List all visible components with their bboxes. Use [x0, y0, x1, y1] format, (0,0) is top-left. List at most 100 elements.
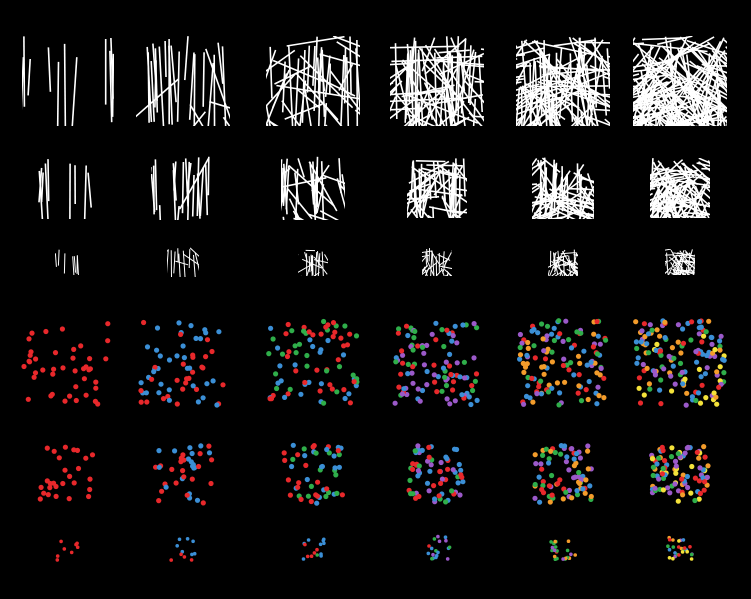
- texture-line: [390, 107, 416, 111]
- texture-line: [633, 83, 683, 105]
- texture-line: [522, 99, 528, 126]
- texture-dot: [684, 390, 690, 396]
- texture-line: [633, 65, 677, 73]
- texture-dot: [174, 353, 180, 359]
- texture-dot: [543, 446, 549, 452]
- texture-dot: [314, 493, 320, 499]
- texture-dot: [189, 558, 194, 562]
- texture-dot: [29, 330, 35, 336]
- texture-line: [536, 184, 569, 213]
- texture-dot: [295, 452, 301, 458]
- texture-line: [193, 54, 196, 126]
- texture-dot: [296, 341, 303, 347]
- texture-line: [659, 176, 685, 181]
- texture-dot: [703, 329, 709, 335]
- texture-line: [681, 258, 695, 263]
- texture-line: [450, 37, 475, 93]
- texture-dot: [658, 352, 664, 358]
- texture-line: [338, 63, 354, 91]
- texture-dot: [697, 465, 703, 471]
- texture-line: [430, 253, 433, 276]
- texture-dot: [286, 349, 292, 355]
- texture-line: [449, 162, 455, 217]
- texture-line: [573, 267, 578, 276]
- texture-dot: [105, 338, 111, 344]
- texture-dot: [393, 359, 399, 365]
- texture-dot: [563, 459, 569, 465]
- texture-line: [687, 61, 718, 126]
- texture-line: [441, 163, 446, 201]
- texture-dot: [576, 372, 582, 378]
- texture-dot: [192, 551, 197, 556]
- texture-dot: [421, 350, 427, 356]
- texture-dot: [443, 359, 449, 365]
- texture-dot: [660, 465, 666, 472]
- texture-dot: [688, 337, 694, 343]
- texture-dot: [285, 321, 291, 328]
- texture-line: [594, 108, 610, 112]
- texture-line: [71, 57, 78, 126]
- texture-line: [690, 168, 710, 184]
- dot-row-medium-panel-6: [649, 444, 711, 504]
- texture-line: [27, 58, 31, 96]
- texture-line: [390, 45, 460, 49]
- texture-line: [538, 94, 572, 126]
- texture-dot: [290, 442, 296, 448]
- texture-dot: [572, 474, 578, 480]
- texture-line: [553, 163, 558, 199]
- texture-line: [647, 101, 660, 126]
- texture-dot: [25, 396, 31, 402]
- texture-line: [299, 80, 307, 126]
- texture-dot: [185, 456, 191, 462]
- texture-dot: [689, 552, 694, 557]
- texture-line: [336, 41, 360, 58]
- texture-dot: [566, 337, 572, 343]
- texture-dot: [399, 391, 405, 397]
- texture-dot: [587, 483, 593, 489]
- texture-dot: [284, 353, 291, 360]
- texture-dot: [399, 348, 405, 354]
- texture-dot: [582, 490, 588, 496]
- texture-dot: [560, 338, 566, 344]
- texture-line: [531, 58, 535, 108]
- texture-dot: [410, 491, 416, 497]
- texture-line: [343, 47, 347, 104]
- texture-dot: [431, 483, 437, 489]
- texture-dot: [440, 365, 447, 371]
- texture-dot: [535, 330, 541, 336]
- texture-dot: [157, 353, 163, 359]
- texture-line: [294, 172, 300, 205]
- texture-dot: [718, 333, 724, 339]
- texture-line: [474, 80, 484, 83]
- texture-dot: [190, 552, 194, 557]
- texture-dot: [302, 453, 308, 459]
- texture-line: [690, 50, 727, 89]
- texture-line: [172, 163, 177, 201]
- texture-dot: [190, 369, 196, 375]
- texture-line: [266, 73, 296, 108]
- texture-line: [438, 52, 484, 76]
- texture-line: [306, 256, 314, 276]
- texture-line: [313, 272, 320, 276]
- texture-dot: [549, 349, 555, 355]
- texture-line: [650, 203, 663, 218]
- texture-line: [266, 105, 271, 126]
- texture-dot: [197, 336, 204, 342]
- texture-line: [307, 85, 343, 126]
- texture-line: [582, 212, 590, 219]
- texture-dot: [549, 359, 555, 365]
- texture-dot: [702, 454, 708, 460]
- texture-dot: [639, 328, 645, 334]
- texture-dot: [646, 350, 652, 356]
- texture-line: [641, 94, 665, 126]
- texture-dot: [544, 323, 551, 329]
- texture-dot: [74, 447, 81, 453]
- texture-dot: [62, 444, 68, 450]
- texture-dot: [72, 368, 78, 374]
- texture-dot: [194, 497, 201, 503]
- texture-dot: [105, 321, 111, 327]
- texture-line: [578, 169, 582, 209]
- texture-dot: [671, 355, 677, 361]
- texture-dot: [688, 490, 694, 496]
- texture-dot: [571, 372, 577, 378]
